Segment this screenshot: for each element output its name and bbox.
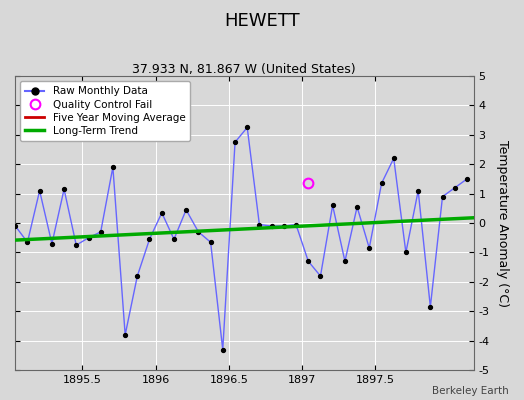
- Text: HEWETT: HEWETT: [224, 12, 300, 30]
- Y-axis label: Temperature Anomaly (°C): Temperature Anomaly (°C): [496, 140, 509, 306]
- Legend: Raw Monthly Data, Quality Control Fail, Five Year Moving Average, Long-Term Tren: Raw Monthly Data, Quality Control Fail, …: [20, 81, 190, 141]
- Text: Berkeley Earth: Berkeley Earth: [432, 386, 508, 396]
- Title: 37.933 N, 81.867 W (United States): 37.933 N, 81.867 W (United States): [133, 63, 356, 76]
